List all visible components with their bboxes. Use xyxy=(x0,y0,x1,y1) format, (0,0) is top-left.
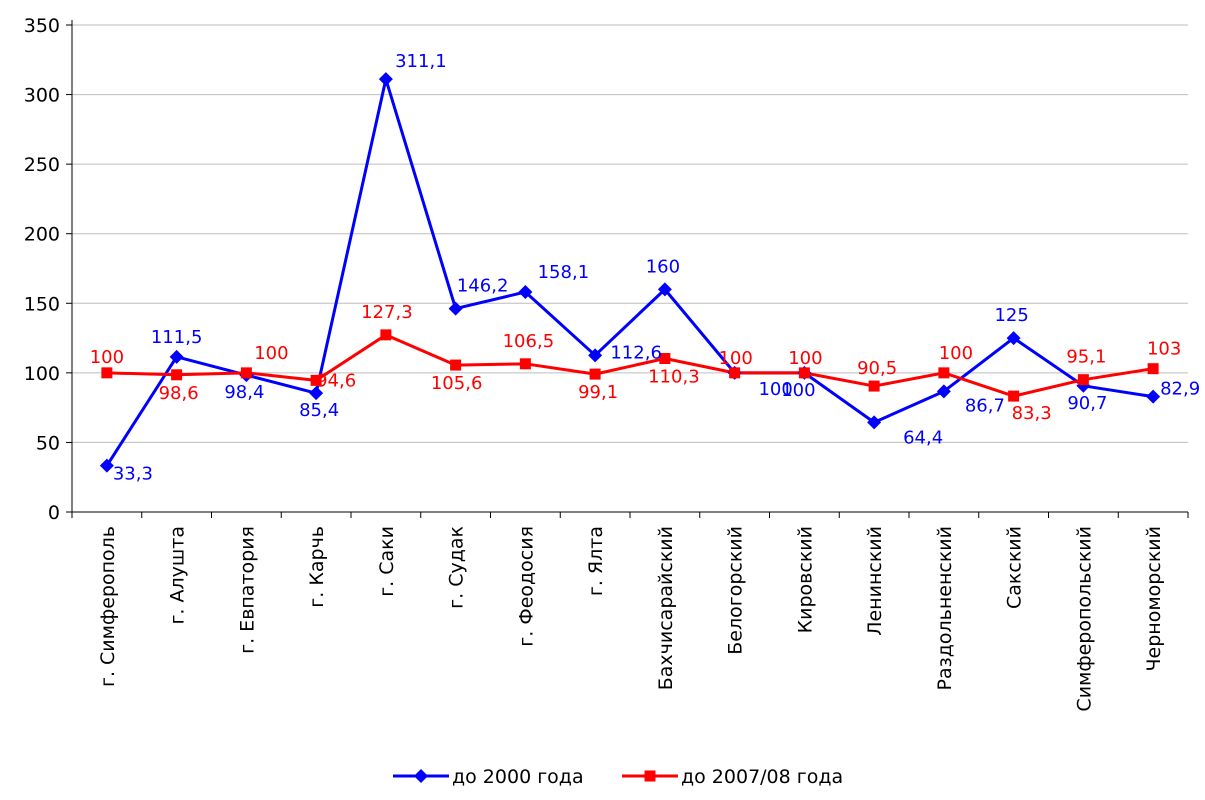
point-marker xyxy=(729,367,741,379)
x-tick-label: г. Алушта xyxy=(167,526,189,625)
series-line-0 xyxy=(105,77,1154,467)
y-tick-label: 250 xyxy=(24,154,60,176)
data-label: 95,1 xyxy=(1066,347,1106,368)
point-marker xyxy=(659,353,671,365)
x-tick-label: г. Евпатория xyxy=(236,526,258,654)
x-tick-label: г. Карчь xyxy=(306,526,328,608)
point-marker xyxy=(378,72,393,87)
data-label: 98,6 xyxy=(159,383,199,404)
data-label: 33,3 xyxy=(113,464,153,485)
series-line-1 xyxy=(106,333,1154,398)
data-label: 160 xyxy=(646,256,680,277)
data-label: 103 xyxy=(1147,339,1181,360)
point-marker xyxy=(1006,331,1021,346)
data-label: 111,5 xyxy=(151,327,203,348)
data-label: 98,4 xyxy=(224,382,264,403)
point-marker xyxy=(867,415,882,430)
x-tick-label: Кировский xyxy=(794,526,816,633)
y-tick-label: 300 xyxy=(24,85,60,107)
point-marker xyxy=(868,380,880,392)
data-label: 100 xyxy=(939,343,973,364)
x-tick-label: г. Саки xyxy=(376,526,398,597)
data-label: 311,1 xyxy=(395,51,447,72)
point-marker xyxy=(936,384,951,399)
point-marker xyxy=(240,367,252,379)
point-marker xyxy=(101,367,113,379)
y-tick-label: 150 xyxy=(24,293,60,315)
y-tick-label: 50 xyxy=(36,432,60,454)
point-marker xyxy=(519,358,531,370)
point-marker xyxy=(1077,374,1089,386)
x-tick-label: Черноморский xyxy=(1143,526,1165,671)
data-label: 64,4 xyxy=(903,427,943,448)
y-tick-label: 350 xyxy=(24,15,60,37)
data-label: 90,7 xyxy=(1067,393,1107,414)
data-label: 106,5 xyxy=(503,331,555,352)
point-marker xyxy=(380,329,392,341)
data-label: 110,3 xyxy=(648,367,700,388)
x-tick-label: Раздольненский xyxy=(934,526,956,690)
point-marker xyxy=(798,367,810,379)
data-label: 105,6 xyxy=(431,373,483,394)
data-label: 86,7 xyxy=(965,395,1005,416)
x-tick-label: г. Судак xyxy=(446,526,468,609)
x-tick-label: г. Феодосия xyxy=(515,526,537,647)
point-marker xyxy=(589,368,601,380)
point-marker xyxy=(450,359,462,371)
x-tick-label: Ленинский xyxy=(864,526,886,636)
point-marker xyxy=(1146,389,1161,404)
y-tick-label: 0 xyxy=(48,502,60,524)
point-marker xyxy=(588,348,603,363)
point-marker xyxy=(310,374,322,386)
x-tick-label: г. Ялта xyxy=(585,526,607,596)
data-label: 82,9 xyxy=(1160,379,1200,400)
point-marker xyxy=(518,285,533,300)
x-tick-label: Сакский xyxy=(1004,526,1026,609)
data-label: 125 xyxy=(994,305,1028,326)
point-marker xyxy=(309,386,324,401)
data-label: 146,2 xyxy=(457,276,509,297)
legend-label: до 2007/08 года xyxy=(681,766,843,788)
point-marker xyxy=(448,301,463,316)
legend-marker xyxy=(644,770,656,782)
point-marker xyxy=(1147,363,1159,375)
data-label: 100 xyxy=(758,379,792,400)
data-label: 100 xyxy=(254,343,288,364)
point-marker xyxy=(657,282,672,297)
data-label: 100 xyxy=(90,347,124,368)
data-label: 100 xyxy=(781,380,815,401)
point-marker xyxy=(169,349,184,364)
x-tick-label: г. Симферополь xyxy=(97,526,119,687)
legend-marker xyxy=(414,769,428,783)
point-marker xyxy=(171,369,183,381)
x-tick-label: Белогорский xyxy=(725,526,747,655)
data-label: 85,4 xyxy=(299,400,339,421)
legend-label: до 2000 года xyxy=(452,766,584,788)
point-marker xyxy=(99,458,114,473)
data-label: 100 xyxy=(788,348,822,369)
data-label: 100 xyxy=(718,348,752,369)
data-label: 94,6 xyxy=(316,370,356,391)
data-label: 83,3 xyxy=(1012,403,1052,424)
data-label: 99,1 xyxy=(578,382,618,403)
data-label: 127,3 xyxy=(361,302,413,323)
data-label: 90,5 xyxy=(857,358,897,379)
x-tick-label: Бахчисарайский xyxy=(655,526,677,690)
point-marker xyxy=(938,367,950,379)
y-tick-label: 200 xyxy=(24,224,60,246)
point-marker xyxy=(1008,390,1020,402)
data-label: 158,1 xyxy=(538,262,590,283)
x-tick-label: Симферопольский xyxy=(1073,526,1095,712)
data-label: 112,6 xyxy=(610,342,662,363)
y-tick-label: 100 xyxy=(24,363,60,385)
